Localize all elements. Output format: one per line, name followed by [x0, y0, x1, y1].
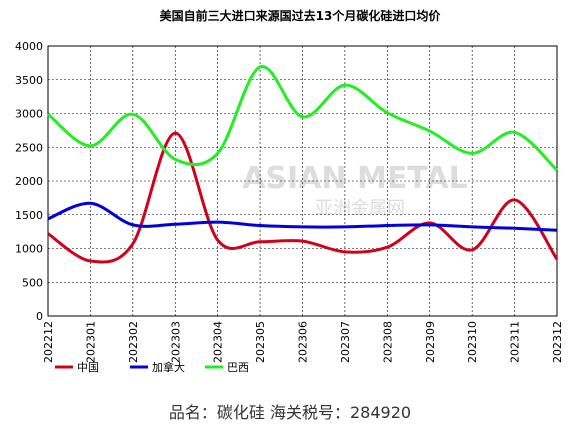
watermark-cn: 亚洲金属网 [315, 198, 405, 219]
x-tick-label: 202306 [297, 321, 310, 363]
line-series [47, 131, 559, 264]
legend-label: 中国 [77, 361, 99, 374]
legend-label: 加拿大 [152, 360, 185, 374]
line-series [47, 65, 559, 172]
legend-label: 巴西 [227, 361, 249, 374]
chart-title: 美国自前三大进口来源国过去13个月碳化硅进口均价 [160, 8, 442, 23]
y-tick-label: 500 [22, 276, 43, 289]
x-tick-label: 202305 [254, 321, 267, 363]
y-tick-label: 4000 [15, 40, 43, 53]
line-series [47, 201, 558, 232]
x-tick-label: 202308 [381, 321, 394, 363]
x-tick-label: 202302 [127, 321, 140, 363]
x-tick-label: 202307 [339, 321, 352, 363]
x-tick-label: 202304 [212, 321, 225, 363]
x-tick-label: 202309 [424, 321, 437, 363]
watermark: ASIAN METAL [242, 161, 468, 196]
y-tick-label: 0 [36, 310, 43, 323]
y-tick-label: 3500 [15, 74, 43, 87]
y-tick-label: 1000 [15, 243, 43, 256]
y-tick-label: 2000 [15, 175, 43, 188]
x-tick-label: 202312 [551, 321, 564, 363]
x-tick-label: 202301 [84, 321, 97, 363]
y-tick-label: 1500 [15, 209, 43, 222]
x-tick-label: 202310 [466, 321, 479, 363]
x-tick-label: 202303 [169, 321, 182, 363]
x-tick-label: 202212 [42, 321, 55, 363]
y-tick-label: 3000 [15, 108, 43, 121]
plot-border [47, 45, 558, 317]
x-tick-label: 202311 [509, 321, 522, 363]
footer: 品名：碳化硅 海关税号：284920 [169, 403, 411, 422]
y-tick-label: 2500 [15, 141, 43, 154]
